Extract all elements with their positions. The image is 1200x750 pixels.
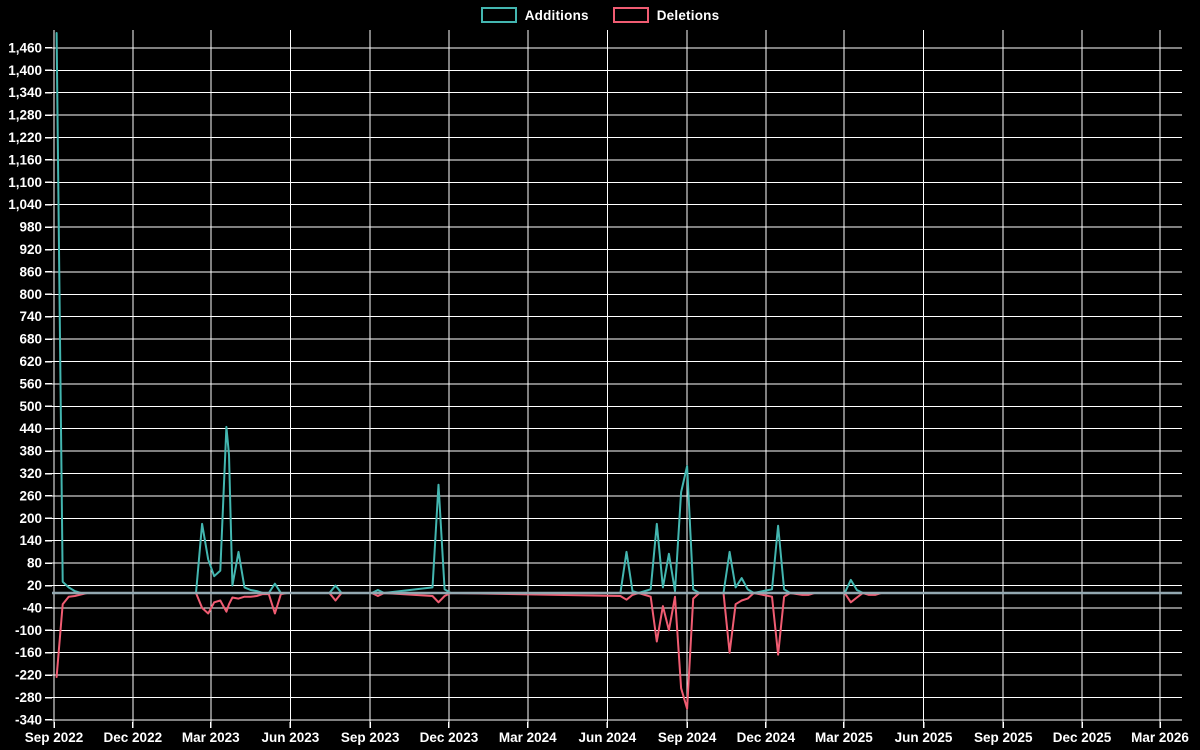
- y-tick-label: 320: [19, 466, 42, 481]
- y-tick-label: -280: [15, 690, 42, 705]
- y-tick-label: -160: [15, 645, 42, 660]
- y-tick-label: 1,460: [8, 40, 42, 55]
- y-tick-label: 20: [27, 578, 42, 593]
- y-tick-label: 1,400: [8, 63, 42, 78]
- deletions-line: [55, 592, 1180, 710]
- y-tick-label: 980: [19, 220, 42, 235]
- legend-label-deletions: Deletions: [656, 7, 720, 23]
- x-tick-label: Mar 2026: [1131, 730, 1189, 745]
- y-tick-label: 1,160: [8, 152, 42, 167]
- x-tick-label: Sep 2023: [341, 730, 400, 745]
- x-tick-label: Dec 2024: [737, 730, 796, 745]
- y-tick-label: 800: [19, 287, 42, 302]
- y-tick-label: 1,100: [8, 175, 42, 190]
- x-tick-label: Mar 2025: [815, 730, 873, 745]
- legend-label-additions: Additions: [524, 7, 589, 23]
- x-tick-label: Jun 2023: [262, 730, 320, 745]
- legend-item-additions[interactable]: Additions: [480, 7, 589, 23]
- y-tick-label: -340: [15, 712, 42, 727]
- y-tick-label: 740: [19, 309, 42, 324]
- x-tick-label: Jun 2025: [895, 730, 953, 745]
- y-tick-label: 920: [19, 242, 42, 257]
- y-tick-label: 80: [27, 556, 42, 571]
- y-tick-label: 1,280: [8, 108, 42, 123]
- y-tick-label: 1,040: [8, 197, 42, 212]
- y-tick-label: 620: [19, 354, 42, 369]
- x-tick-label: Sep 2025: [974, 730, 1033, 745]
- additions-swatch-icon: [480, 7, 517, 23]
- y-tick-label: 260: [19, 488, 42, 503]
- y-tick-label: 380: [19, 444, 42, 459]
- y-tick-label: 1,340: [8, 85, 42, 100]
- y-tick-label: -220: [15, 668, 42, 683]
- y-tick-label: -40: [22, 600, 42, 615]
- y-tick-label: 140: [19, 533, 42, 548]
- y-tick-label: 440: [19, 421, 42, 436]
- x-tick-label: Jun 2024: [579, 730, 637, 745]
- y-tick-label: 860: [19, 264, 42, 279]
- y-tick-label: 200: [19, 511, 42, 526]
- x-tick-label: Mar 2023: [182, 730, 240, 745]
- x-tick-label: Dec 2023: [420, 730, 479, 745]
- x-tick-label: Dec 2022: [104, 730, 163, 745]
- x-tick-label: Sep 2024: [658, 730, 717, 745]
- x-tick-label: Mar 2024: [499, 730, 557, 745]
- y-tick-label: 680: [19, 332, 42, 347]
- y-tick-label: -100: [15, 623, 42, 638]
- chart-legend: Additions Deletions: [0, 7, 1200, 23]
- additions-line: [55, 32, 1180, 594]
- y-tick-label: 560: [19, 376, 42, 391]
- x-tick-label: Dec 2025: [1053, 730, 1112, 745]
- y-tick-label: 1,220: [8, 130, 42, 145]
- x-tick-label: Sep 2022: [25, 730, 84, 745]
- y-tick-label: 500: [19, 399, 42, 414]
- legend-item-deletions[interactable]: Deletions: [612, 7, 720, 23]
- deletions-swatch-icon: [612, 7, 649, 23]
